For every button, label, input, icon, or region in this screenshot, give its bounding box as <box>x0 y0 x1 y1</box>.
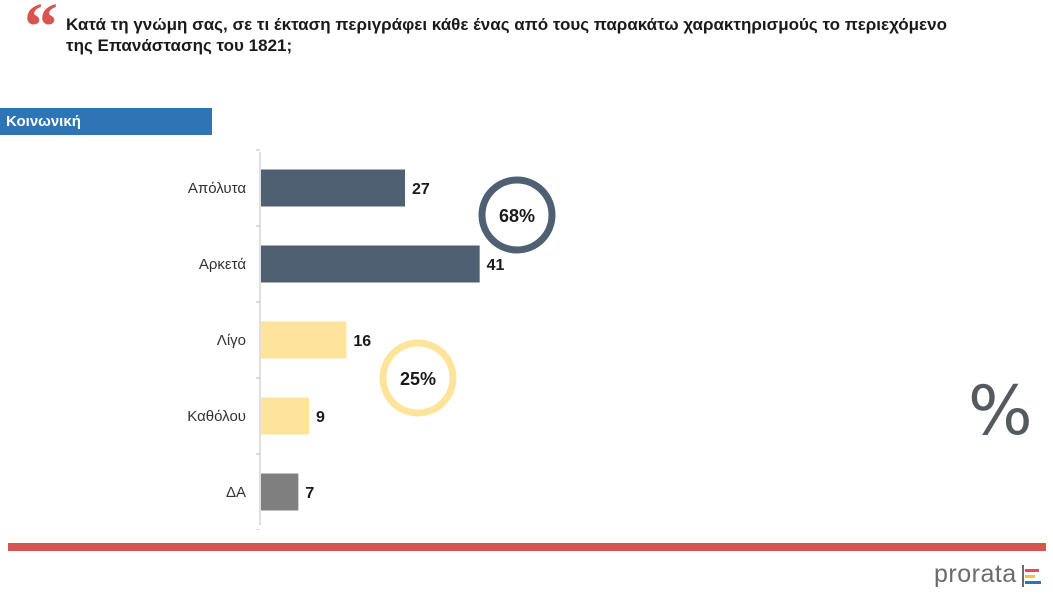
summary-ring <box>379 339 457 417</box>
data-label: 27 <box>412 181 430 198</box>
divider-line <box>8 543 1046 551</box>
section-label: Κοινωνική <box>0 108 212 135</box>
bar <box>261 473 299 511</box>
bar <box>261 321 347 359</box>
bar-chart: Απόλυτα 27 Αρκετά 41 Λίγο 16 Καθόλου 9 ΔΑ 7 68% 25% <box>187 149 556 530</box>
data-label: 9 <box>316 409 325 426</box>
data-label: 41 <box>487 257 505 274</box>
bar <box>261 397 309 435</box>
category-label: Καθόλου <box>187 408 246 425</box>
survey-question: Κατά τη γνώμη σας, σε τι έκταση περιγράφ… <box>66 15 947 55</box>
summary-ring <box>478 176 556 254</box>
summary-label: 68% <box>499 206 535 226</box>
percent-icon: % <box>968 372 1033 451</box>
category-label: ΔΑ <box>226 484 246 501</box>
bar <box>261 245 480 283</box>
bar <box>261 169 405 207</box>
data-label: 16 <box>353 333 371 350</box>
quote-icon: “ <box>24 0 58 64</box>
data-label: 7 <box>305 485 314 502</box>
summary-label: 25% <box>400 369 436 389</box>
category-label: Απόλυτα <box>188 180 246 197</box>
brand-logo-icon <box>1022 565 1041 587</box>
category-label: Λίγο <box>217 332 246 349</box>
brand-logo-text: prorata <box>934 560 1017 588</box>
category-label: Αρκετά <box>199 256 246 273</box>
